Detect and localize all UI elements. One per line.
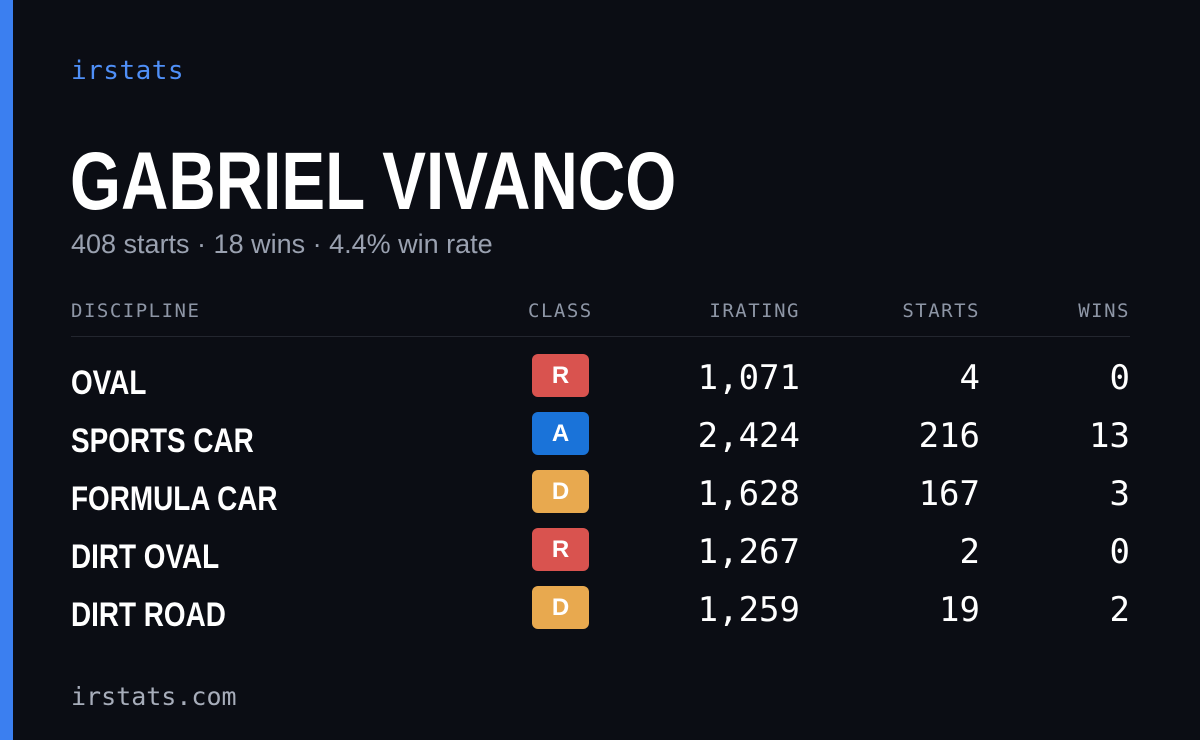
discipline-label: OVAL	[71, 364, 147, 402]
discipline-label: FORMULA CAR	[71, 480, 278, 518]
irating-value: 1,267	[697, 532, 800, 572]
discipline-label: DIRT OVAL	[71, 538, 220, 576]
table-row: DIRT ROAD D 1,259 19 2	[0, 586, 1200, 644]
table-row: OVAL R 1,071 4 0	[0, 354, 1200, 412]
table-row: FORMULA CAR D 1,628 167 3	[0, 470, 1200, 528]
irating-value: 1,071	[697, 358, 800, 398]
wins-value: 13	[1089, 416, 1130, 456]
brand-logo-text: irstats	[71, 56, 185, 86]
discipline-label: DIRT ROAD	[71, 596, 226, 634]
class-badge: R	[532, 528, 589, 571]
driver-name: GABRIEL VIVANCO	[70, 136, 677, 227]
discipline-label: SPORTS CAR	[71, 422, 254, 460]
starts-value: 2	[959, 532, 980, 572]
class-badge: D	[532, 470, 589, 513]
wins-value: 0	[1109, 532, 1130, 572]
driver-summary: 408 starts · 18 wins · 4.4% win rate	[71, 229, 493, 259]
starts-value: 216	[918, 416, 980, 456]
class-badge: D	[532, 586, 589, 629]
irating-value: 2,424	[697, 416, 800, 456]
starts-value: 19	[939, 590, 980, 630]
wins-value: 3	[1109, 474, 1130, 514]
accent-bar	[0, 0, 13, 740]
footer-url: irstats.com	[71, 682, 237, 711]
header-starts: STARTS	[902, 300, 980, 322]
table-row: DIRT OVAL R 1,267 2 0	[0, 528, 1200, 586]
header-irating: IRATING	[709, 300, 800, 322]
header-wins: WINS	[1078, 300, 1130, 322]
wins-value: 2	[1109, 590, 1130, 630]
irating-value: 1,628	[697, 474, 800, 514]
starts-value: 167	[918, 474, 980, 514]
header-discipline: DISCIPLINE	[71, 300, 201, 322]
table-row: SPORTS CAR A 2,424 216 13	[0, 412, 1200, 470]
header-divider	[71, 336, 1130, 337]
class-badge: R	[532, 354, 589, 397]
header-class: CLASS	[528, 300, 593, 322]
wins-value: 0	[1109, 358, 1130, 398]
class-badge: A	[532, 412, 589, 455]
starts-value: 4	[959, 358, 980, 398]
irating-value: 1,259	[697, 590, 800, 630]
